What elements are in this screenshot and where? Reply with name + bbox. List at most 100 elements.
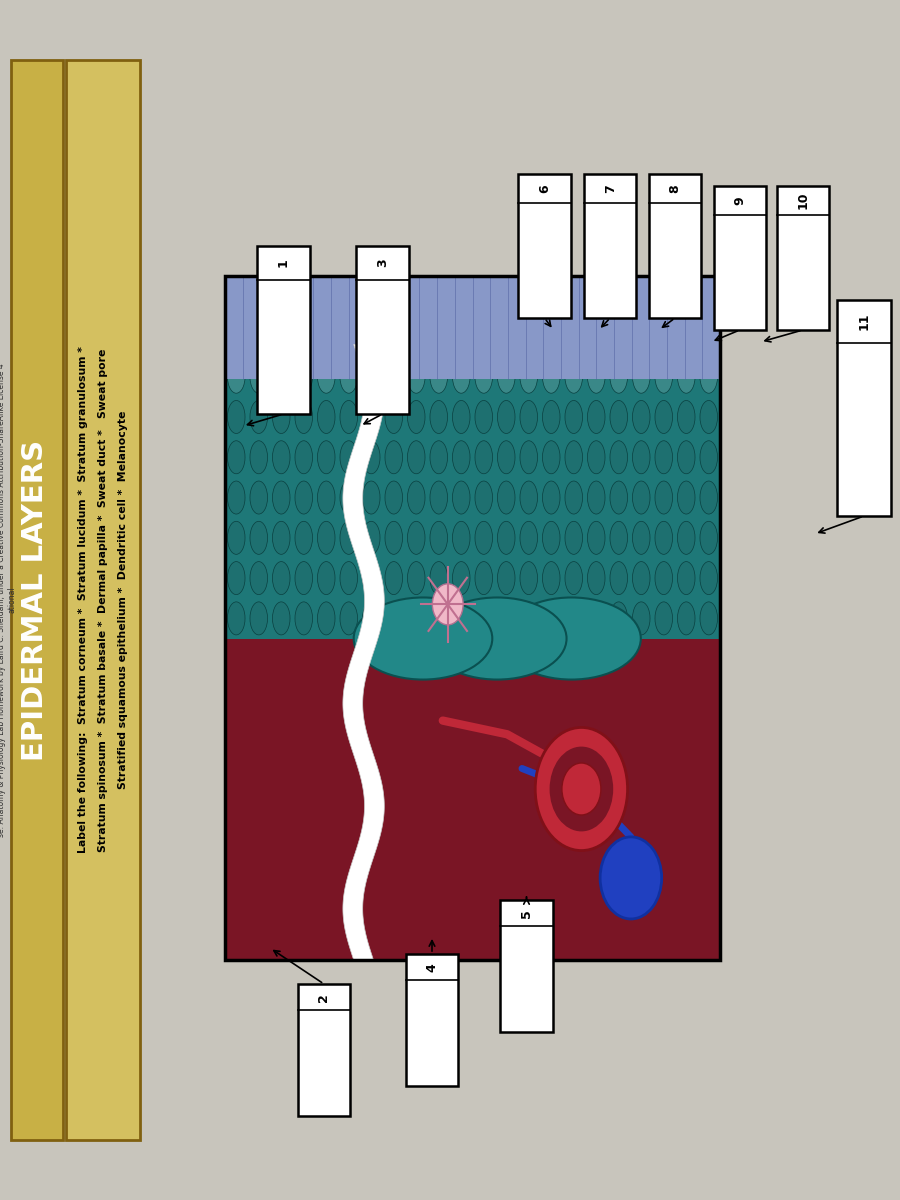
- Ellipse shape: [610, 320, 627, 353]
- Text: 3: 3: [376, 258, 389, 268]
- Ellipse shape: [565, 360, 582, 394]
- Ellipse shape: [543, 521, 560, 554]
- Ellipse shape: [385, 521, 402, 554]
- Ellipse shape: [498, 562, 515, 595]
- Ellipse shape: [385, 602, 402, 635]
- Text: 11: 11: [858, 313, 870, 330]
- Ellipse shape: [363, 280, 380, 313]
- Ellipse shape: [520, 401, 537, 433]
- Ellipse shape: [610, 602, 627, 635]
- Ellipse shape: [430, 401, 447, 433]
- Ellipse shape: [340, 360, 357, 394]
- Ellipse shape: [610, 401, 627, 433]
- Ellipse shape: [610, 481, 627, 514]
- Text: 5: 5: [520, 908, 533, 918]
- Ellipse shape: [655, 320, 672, 353]
- Ellipse shape: [228, 602, 245, 635]
- Ellipse shape: [475, 280, 492, 313]
- Ellipse shape: [700, 562, 717, 595]
- FancyBboxPatch shape: [356, 246, 409, 414]
- Ellipse shape: [408, 440, 425, 474]
- Ellipse shape: [700, 360, 717, 394]
- Ellipse shape: [363, 440, 380, 474]
- Ellipse shape: [453, 320, 470, 353]
- Ellipse shape: [678, 320, 695, 353]
- Ellipse shape: [295, 562, 312, 595]
- Ellipse shape: [453, 280, 470, 313]
- Text: Stratum spinosum *  Stratum basale *  Dermal papilla *  Sweat duct *   Sweat por: Stratum spinosum * Stratum basale * Derm…: [97, 348, 108, 852]
- Ellipse shape: [318, 521, 335, 554]
- Ellipse shape: [678, 481, 695, 514]
- Ellipse shape: [430, 280, 447, 313]
- Ellipse shape: [295, 320, 312, 353]
- Ellipse shape: [475, 481, 492, 514]
- Ellipse shape: [633, 562, 650, 595]
- Ellipse shape: [655, 401, 672, 433]
- FancyBboxPatch shape: [225, 276, 720, 638]
- Ellipse shape: [295, 401, 312, 433]
- Ellipse shape: [520, 360, 537, 394]
- Ellipse shape: [565, 602, 582, 635]
- Ellipse shape: [610, 280, 627, 313]
- FancyBboxPatch shape: [714, 186, 766, 330]
- Ellipse shape: [340, 481, 357, 514]
- Ellipse shape: [520, 481, 537, 514]
- Ellipse shape: [363, 320, 380, 353]
- Ellipse shape: [498, 320, 515, 353]
- Ellipse shape: [700, 280, 717, 313]
- Ellipse shape: [565, 320, 582, 353]
- Ellipse shape: [610, 360, 627, 394]
- Ellipse shape: [498, 401, 515, 433]
- Ellipse shape: [498, 360, 515, 394]
- Ellipse shape: [408, 562, 425, 595]
- Ellipse shape: [430, 360, 447, 394]
- Ellipse shape: [228, 401, 245, 433]
- Ellipse shape: [498, 602, 515, 635]
- Ellipse shape: [565, 401, 582, 433]
- Ellipse shape: [385, 360, 402, 394]
- Circle shape: [536, 727, 627, 851]
- Ellipse shape: [273, 521, 290, 554]
- Circle shape: [432, 583, 464, 625]
- Ellipse shape: [340, 401, 357, 433]
- Ellipse shape: [430, 562, 447, 595]
- Ellipse shape: [453, 481, 470, 514]
- Ellipse shape: [408, 280, 425, 313]
- Ellipse shape: [678, 562, 695, 595]
- Ellipse shape: [453, 440, 470, 474]
- Ellipse shape: [340, 602, 357, 635]
- Text: Label the following:  Stratum corneum *  Stratum lucidum *  Stratum granulosum *: Label the following: Stratum corneum * S…: [77, 347, 88, 853]
- FancyBboxPatch shape: [225, 276, 720, 960]
- Ellipse shape: [588, 440, 605, 474]
- Ellipse shape: [502, 598, 641, 679]
- Ellipse shape: [340, 521, 357, 554]
- FancyBboxPatch shape: [66, 60, 140, 1140]
- Ellipse shape: [430, 320, 447, 353]
- FancyBboxPatch shape: [500, 900, 553, 1032]
- FancyBboxPatch shape: [777, 186, 829, 330]
- Ellipse shape: [588, 562, 605, 595]
- Text: 10: 10: [796, 192, 809, 209]
- Ellipse shape: [520, 320, 537, 353]
- Ellipse shape: [498, 521, 515, 554]
- Ellipse shape: [588, 481, 605, 514]
- Ellipse shape: [610, 440, 627, 474]
- Ellipse shape: [250, 401, 267, 433]
- Ellipse shape: [228, 440, 245, 474]
- Ellipse shape: [633, 481, 650, 514]
- Ellipse shape: [340, 320, 357, 353]
- Ellipse shape: [633, 440, 650, 474]
- Ellipse shape: [520, 280, 537, 313]
- Ellipse shape: [543, 360, 560, 394]
- Ellipse shape: [543, 440, 560, 474]
- Ellipse shape: [520, 440, 537, 474]
- Text: 1: 1: [277, 258, 290, 268]
- Ellipse shape: [228, 320, 245, 353]
- Ellipse shape: [588, 602, 605, 635]
- Ellipse shape: [250, 320, 267, 353]
- Ellipse shape: [565, 280, 582, 313]
- FancyBboxPatch shape: [225, 276, 720, 379]
- Ellipse shape: [655, 602, 672, 635]
- Ellipse shape: [273, 562, 290, 595]
- Ellipse shape: [228, 280, 245, 313]
